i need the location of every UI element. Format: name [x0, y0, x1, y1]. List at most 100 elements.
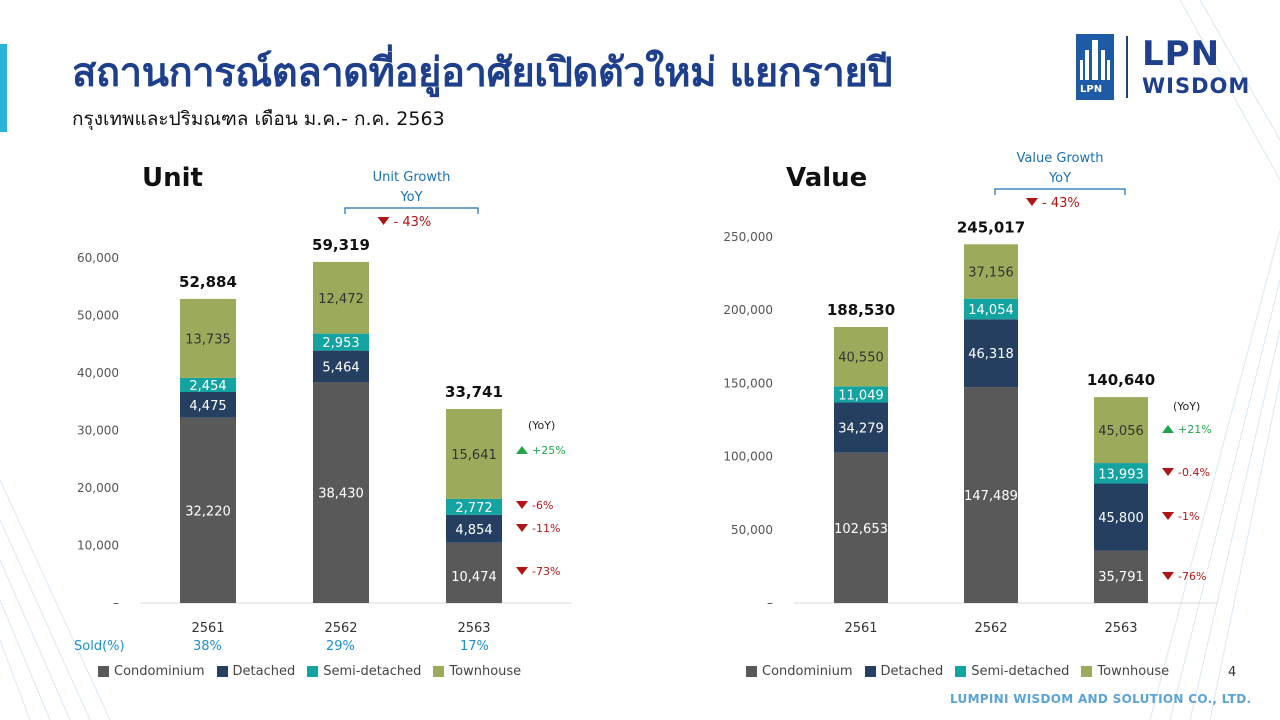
bar-semi-detached-2562: [964, 298, 1018, 320]
data-label: 2,772: [455, 501, 492, 516]
growth-subtitle: YoY: [1048, 171, 1071, 186]
page-number: 4: [1228, 665, 1237, 680]
legend-item-detached: Detached: [864, 664, 943, 679]
y-tick-label: 150,000: [723, 376, 773, 390]
down-arrow-icon: [1162, 512, 1174, 520]
legend-swatch: [864, 666, 876, 677]
data-label: 4,854: [455, 523, 492, 538]
bar-detached-2562: [964, 319, 1018, 388]
bar-condominium-2561: [834, 452, 888, 603]
x-tick-label: 2561: [191, 621, 224, 636]
bar-semi-detached-2562: [313, 333, 369, 351]
bar-semi-detached-2563: [1094, 463, 1148, 484]
page-title: สถานการณ์ตลาดที่อยู่อาศัยเปิดตัวใหม่ แยก…: [72, 50, 893, 96]
yoy-value: +21%: [1178, 423, 1212, 436]
y-tick-label: 50,000: [731, 523, 773, 537]
data-label: 2,953: [322, 336, 359, 351]
data-label: 45,056: [1098, 424, 1144, 439]
legend-swatch: [216, 666, 228, 677]
logo-main-text: LPN: [1142, 34, 1221, 74]
yoy-value: -6%: [532, 499, 553, 512]
data-label: 38,430: [318, 487, 364, 502]
growth-subtitle: YoY: [399, 190, 422, 205]
legend-swatch: [307, 666, 319, 677]
y-tick-label: 60,000: [77, 251, 119, 265]
bar-townhouse-2563: [1094, 397, 1148, 464]
total-label: 140,640: [1087, 371, 1155, 389]
y-tick-label: 200,000: [723, 303, 773, 317]
unit-chart: Unit – 10,000 20,000 30,000 40,000 50,000 60,00…: [77, 163, 572, 636]
growth-bracket: [344, 207, 479, 214]
sold-label: Sold(%): [74, 639, 125, 654]
x-tick-label: 2561: [844, 621, 877, 636]
legend-label: Semi-detached: [971, 664, 1070, 679]
yoy-value: -1%: [1178, 510, 1199, 523]
legend-item-semi-detached: Semi-detached: [307, 664, 421, 679]
growth-bracket: [994, 188, 1126, 195]
data-label: 32,220: [185, 504, 231, 519]
yoy-value: -73%: [532, 565, 560, 578]
bar-townhouse-2563: [446, 408, 502, 499]
bar-townhouse-2561: [180, 298, 236, 378]
y-tick-label: 10,000: [77, 539, 119, 553]
bar-semi-detached-2563: [446, 498, 502, 515]
bar-detached-2562: [313, 350, 369, 383]
accent-bar: [0, 44, 7, 132]
data-label: 34,279: [838, 422, 884, 437]
down-arrow-icon: [516, 567, 528, 575]
growth-value: - 43%: [394, 215, 432, 230]
bar-townhouse-2562: [964, 244, 1018, 299]
yoy-header: (YoY): [528, 419, 555, 432]
growth-title: Value Growth: [1017, 151, 1104, 166]
y-tick-label: 30,000: [77, 424, 119, 438]
logo-divider: [1126, 36, 1128, 98]
bar-semi-detached-2561: [834, 386, 888, 403]
down-arrow-icon: [1026, 198, 1038, 206]
legend-swatch: [98, 666, 109, 677]
legend-swatch: [1081, 666, 1093, 677]
y-tick-label: 40,000: [77, 366, 119, 380]
data-label: 13,993: [1098, 467, 1144, 482]
up-arrow-icon: [516, 446, 528, 454]
value-chart: Value – 50,000 100,000 150,000 200,000 250,000…: [723, 151, 1218, 636]
down-arrow-icon: [1162, 468, 1174, 476]
data-label: 12,472: [318, 292, 364, 307]
down-arrow-icon: [1162, 572, 1174, 580]
legend-item-townhouse: Townhouse: [433, 664, 521, 679]
bar-detached-2561: [834, 402, 888, 453]
legend-label: Townhouse: [1097, 664, 1170, 679]
total-label: 188,530: [827, 301, 895, 319]
data-label: 14,054: [968, 303, 1014, 318]
legend-item-condominium: Condominium: [98, 664, 205, 679]
value-legend: Condominium Detached Semi-detached Townh…: [746, 664, 1169, 679]
chart-title: Value: [786, 163, 867, 193]
down-arrow-icon: [516, 524, 528, 532]
data-label: 46,318: [968, 347, 1014, 362]
data-label: 5,464: [322, 360, 359, 375]
down-arrow-icon: [377, 217, 390, 225]
page-subtitle: กรุงเทพและปริมณฑล เดือน ม.ค.- ก.ค. 2563: [72, 108, 445, 130]
data-label: 10,474: [451, 570, 497, 585]
legend-swatch: [433, 666, 445, 677]
data-label: 35,791: [1098, 570, 1144, 585]
yoy-value: -76%: [1178, 570, 1206, 583]
sold-value-2563: 17%: [460, 639, 489, 654]
bar-condominium-2563: [1094, 550, 1148, 603]
growth-value: - 43%: [1042, 196, 1080, 211]
data-label: 2,454: [189, 379, 226, 394]
data-label: 15,641: [451, 448, 497, 463]
legend-label: Condominium: [762, 664, 853, 679]
logo-sub-text: WISDOM: [1142, 74, 1251, 98]
yoy-value: -0.4%: [1178, 466, 1210, 479]
y-tick-label: 20,000: [77, 481, 119, 495]
footer-company: LUMPINI WISDOM AND SOLUTION CO., LTD.: [950, 692, 1252, 706]
sold-value-2561: 38%: [193, 639, 222, 654]
yoy-header: (YoY): [1173, 400, 1200, 413]
lpn-logo-icon: [1076, 34, 1114, 100]
data-label: 11,049: [838, 388, 884, 403]
total-label: 52,884: [179, 273, 237, 291]
legend-swatch: [955, 666, 967, 677]
x-tick-label: 2563: [457, 621, 490, 636]
bar-condominium-2563: [446, 542, 502, 603]
